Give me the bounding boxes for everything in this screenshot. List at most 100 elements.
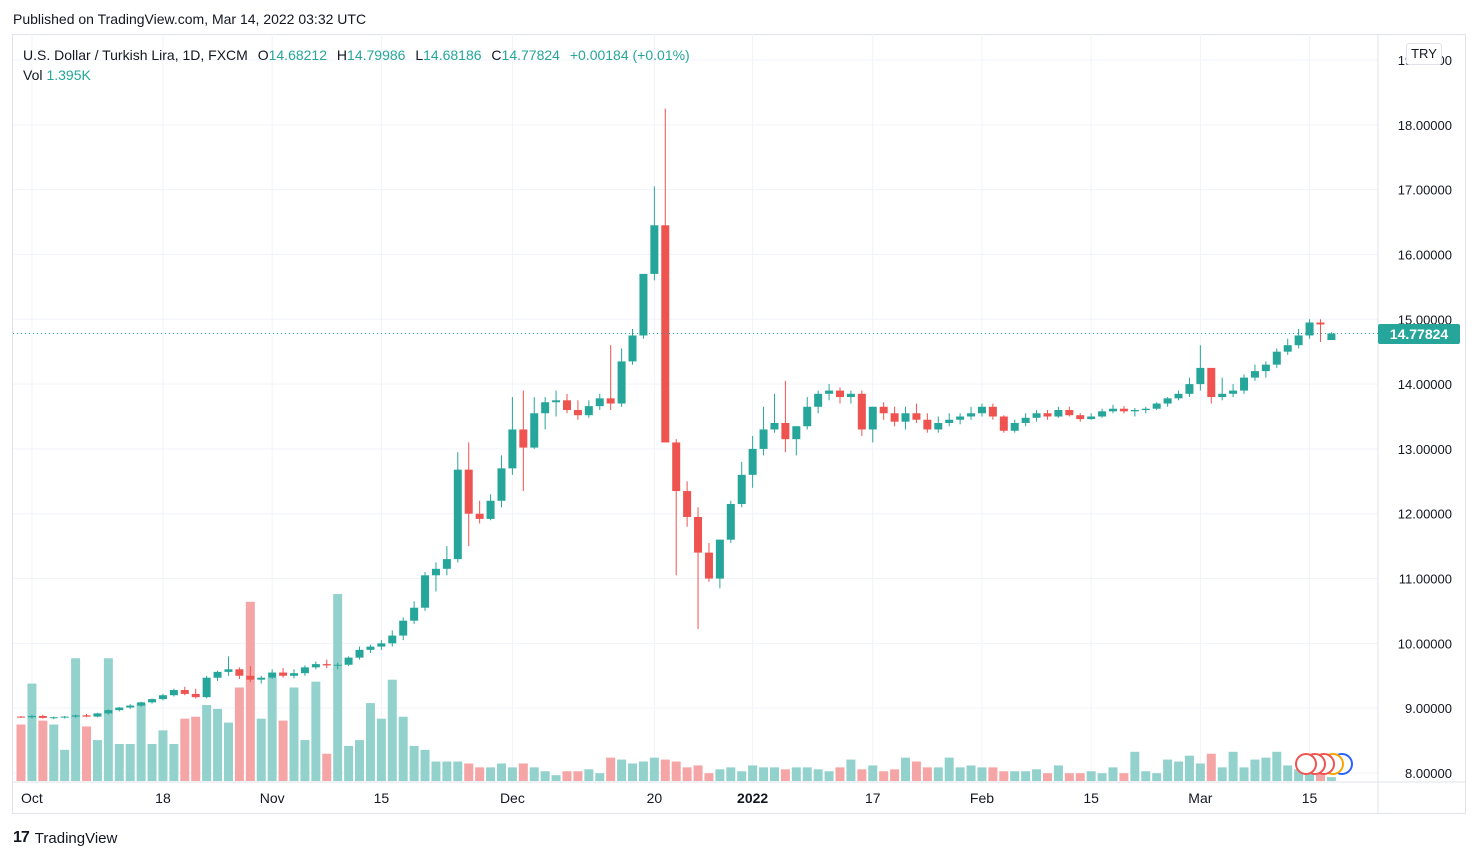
volume-bar xyxy=(999,771,1009,781)
candle-body xyxy=(584,406,593,416)
candle-body xyxy=(377,643,386,647)
x-tick-label: 15 xyxy=(1083,790,1099,806)
volume-bar xyxy=(376,718,386,781)
volume-bar xyxy=(278,720,288,781)
high-label: H xyxy=(336,47,348,63)
x-tick-label: Feb xyxy=(970,790,994,806)
candle-body xyxy=(366,646,375,650)
volume-bar xyxy=(1053,765,1063,781)
candle-body xyxy=(726,504,735,540)
volume-bar xyxy=(114,743,124,781)
candle-body xyxy=(279,672,288,676)
low-value: 14.68186 xyxy=(423,47,482,63)
volume-bar xyxy=(333,594,343,781)
volume-bar xyxy=(486,767,496,781)
volume-bar xyxy=(846,759,856,781)
x-tick-label: Oct xyxy=(21,790,43,806)
volume-bar xyxy=(922,767,932,781)
volume-bar xyxy=(1294,769,1304,781)
candle-body xyxy=(388,635,397,644)
price-axis: 19.0000018.0000017.0000016.0000015.00000… xyxy=(1398,53,1452,781)
candle-body xyxy=(945,419,954,423)
volume-bar xyxy=(256,718,266,781)
volume-bar xyxy=(1206,753,1216,781)
volume-bar xyxy=(693,765,703,781)
candle-body xyxy=(355,649,364,658)
y-tick-label: 18.00000 xyxy=(1398,118,1452,133)
volume-bar xyxy=(365,703,375,781)
volume-bar xyxy=(944,757,954,781)
volume-bar xyxy=(1228,751,1238,781)
volume-bar xyxy=(1064,773,1074,781)
candle-body xyxy=(1043,413,1052,417)
candle-body xyxy=(158,695,167,700)
candle-body xyxy=(126,705,135,708)
candle-body xyxy=(803,406,812,427)
candle-body xyxy=(792,426,801,440)
candle-body xyxy=(137,702,146,706)
volume-row: Vol 1.395K xyxy=(23,65,690,85)
candle-body xyxy=(104,710,113,714)
candle-body xyxy=(268,672,277,678)
volume-bar xyxy=(1097,773,1107,781)
close-label: C xyxy=(491,47,502,63)
volume-bar xyxy=(191,716,201,781)
candle-body xyxy=(1229,390,1238,394)
candle-body xyxy=(1316,322,1325,325)
volume-bar xyxy=(60,749,70,781)
volume-bar xyxy=(726,767,736,781)
volume-bar xyxy=(344,745,354,781)
chart-frame[interactable] xyxy=(12,34,1466,814)
volume-bar xyxy=(1130,751,1140,781)
candle-body xyxy=(191,693,200,698)
volume-bar xyxy=(213,708,223,781)
candle-body xyxy=(1283,345,1292,352)
volume-bar xyxy=(595,773,605,781)
tradingview-logo[interactable]: 17 TradingView xyxy=(13,829,117,847)
tradingview-brand: TradingView xyxy=(34,829,118,847)
volume-bar xyxy=(1283,765,1293,781)
candle-body xyxy=(82,715,91,717)
candle-body xyxy=(1130,410,1139,412)
y-tick-label: 11.00000 xyxy=(1399,572,1452,587)
volume-bar xyxy=(737,771,747,781)
volume-bar xyxy=(933,767,943,781)
chart-grid xyxy=(13,34,1466,814)
volume-bar xyxy=(355,740,365,781)
candle-body xyxy=(486,500,495,519)
currency-button[interactable]: TRY xyxy=(1406,43,1442,65)
candle-body xyxy=(464,469,473,514)
open-label: O xyxy=(257,47,269,63)
volume-bar xyxy=(1108,767,1118,781)
candle-body xyxy=(93,713,102,717)
volume-bar xyxy=(813,769,823,781)
candle-body xyxy=(1032,413,1041,418)
volume-bar xyxy=(387,679,397,781)
candle-body xyxy=(934,422,943,430)
candle-body xyxy=(846,393,855,398)
volume-bar xyxy=(551,775,561,781)
volume-bar xyxy=(573,771,583,781)
volume-bar xyxy=(169,743,179,781)
volume-bar xyxy=(223,722,233,781)
volume-bar xyxy=(158,730,168,781)
volume-bar xyxy=(103,658,113,781)
candle-body xyxy=(890,413,899,422)
x-tick-label: 2022 xyxy=(737,790,768,806)
candle-body xyxy=(60,716,69,718)
candle-body xyxy=(1294,335,1303,346)
high-value: 14.79986 xyxy=(347,47,406,63)
close-value: 14.77824 xyxy=(501,47,560,63)
candle-body xyxy=(770,422,779,430)
volume-bar xyxy=(649,757,659,781)
candle-body xyxy=(17,716,25,718)
candle-body xyxy=(857,393,866,430)
volume-bar xyxy=(617,759,627,781)
candle-body xyxy=(246,675,255,680)
published-info: Published on TradingView.com, Mar 14, 20… xyxy=(13,11,367,27)
volume-bar xyxy=(1217,767,1227,781)
volume-bar xyxy=(92,740,102,781)
candle-body xyxy=(967,413,976,417)
x-tick-label: 20 xyxy=(647,790,663,806)
